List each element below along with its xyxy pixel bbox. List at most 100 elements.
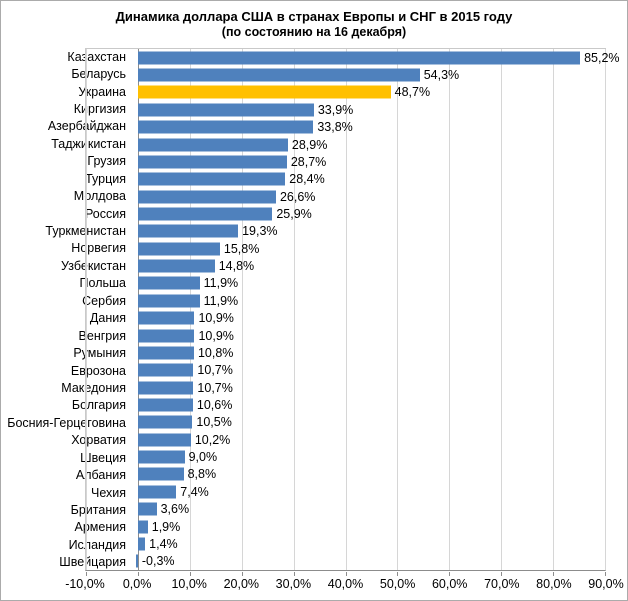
- gridline: [605, 49, 606, 570]
- gridline: [189, 49, 191, 570]
- category-label: Беларусь: [71, 66, 126, 81]
- value-label: 10,8%: [197, 345, 234, 360]
- bar: [137, 467, 184, 481]
- value-label: 10,6%: [196, 397, 233, 412]
- value-label: 48,7%: [394, 85, 431, 100]
- bar: [137, 259, 215, 273]
- bar: [137, 120, 314, 134]
- bar: [137, 346, 194, 360]
- axis-tick-mark: [397, 572, 399, 576]
- value-label: 11,9%: [203, 276, 239, 291]
- bar: [137, 207, 273, 221]
- value-label: -0,3%: [141, 554, 175, 569]
- bar: [137, 398, 193, 412]
- bar: [137, 190, 276, 204]
- bar: [137, 381, 194, 395]
- value-label: 15,8%: [223, 241, 260, 256]
- x-tick-label: -10,0%: [65, 577, 105, 591]
- value-label: 1,9%: [151, 519, 181, 534]
- category-label: Босния-Герцеговина: [7, 415, 126, 430]
- x-tick-label: 70,0%: [484, 577, 520, 591]
- category-label: Чехия: [90, 485, 126, 500]
- bar: [137, 363, 194, 377]
- zero-axis-line: [137, 49, 139, 570]
- value-label: 54,3%: [423, 67, 460, 82]
- gridline: [449, 49, 451, 570]
- value-label: 7,4%: [180, 484, 209, 499]
- value-label: 10,2%: [194, 432, 231, 447]
- value-label: 10,7%: [197, 363, 233, 378]
- x-tick-label: 20,0%: [223, 577, 260, 591]
- value-axis: -10,0% 0,0% 10,0% 20,0% 30,0% 40,0% 50,0% 60,0%…: [65, 577, 624, 594]
- bar: [137, 537, 146, 551]
- bar: [137, 155, 287, 169]
- bar-highlighted: [137, 85, 391, 99]
- bar: [137, 520, 148, 534]
- bar: [137, 329, 195, 343]
- axis-tick-mark: [605, 572, 606, 576]
- value-label: 8,8%: [187, 467, 217, 482]
- x-tick-label: 60,0%: [431, 577, 468, 591]
- category-label: Норвегия: [71, 241, 126, 256]
- bar: [137, 485, 177, 499]
- value-label: 14,8%: [218, 258, 255, 273]
- value-label: 33,9%: [317, 102, 354, 117]
- category-label: Еврозона: [70, 363, 126, 378]
- category-label: Швеция: [80, 450, 126, 465]
- category-label: Венгрия: [78, 328, 126, 343]
- category-label: Сербия: [82, 293, 126, 308]
- category-label: Казахстан: [67, 49, 126, 64]
- value-label: 28,4%: [289, 172, 325, 186]
- value-label: 9,0%: [188, 449, 218, 464]
- value-label: 19,3%: [242, 224, 278, 239]
- axis-tick-mark: [189, 572, 191, 576]
- bar: [137, 138, 288, 152]
- gridline: [293, 49, 295, 570]
- category-label: Албания: [75, 467, 126, 482]
- category-label: Швейцария: [59, 555, 126, 570]
- axis-tick-mark: [449, 572, 451, 576]
- x-tick-label: 80,0%: [536, 577, 572, 591]
- bar: [137, 68, 420, 82]
- x-tick-label: 0,0%: [122, 577, 152, 591]
- axis-tick-mark: [293, 572, 295, 576]
- bar: [137, 242, 220, 256]
- category-label: Дания: [89, 310, 126, 325]
- value-label: 25,9%: [276, 206, 312, 221]
- x-tick-label: 40,0%: [327, 577, 364, 591]
- category-label: Хорватия: [71, 433, 126, 447]
- bar: [137, 172, 286, 186]
- category-label: Таджикистан: [51, 136, 126, 151]
- x-tick-label: 50,0%: [379, 577, 416, 591]
- plot-area: 85,2% 54,3% 48,7% 33,9% 33,8% 28,9% 28,7% 28,4%…: [85, 48, 620, 576]
- category-label: Британия: [70, 502, 126, 517]
- value-label: 10,9%: [198, 328, 234, 343]
- value-label: 28,9%: [291, 137, 328, 152]
- gridline: [553, 49, 555, 570]
- bar: [137, 415, 193, 429]
- axis-tick-mark: [241, 572, 243, 576]
- bar: [137, 276, 200, 290]
- axis-tick-mark: [501, 572, 503, 576]
- bar: [136, 554, 138, 568]
- value-label: 1,4%: [149, 536, 178, 551]
- gridline: [86, 49, 87, 570]
- bar: [137, 502, 157, 516]
- value-label: 28,7%: [290, 154, 327, 169]
- bar: [137, 311, 195, 325]
- category-label: Россия: [85, 206, 126, 221]
- bar: [137, 450, 185, 464]
- category-label: Армения: [74, 520, 127, 535]
- bar: [137, 103, 314, 117]
- value-label: 3,6%: [160, 501, 190, 516]
- bar: [137, 433, 191, 447]
- chart-title: Динамика доллара США в странах Европы и …: [115, 9, 513, 24]
- value-label: 85,2%: [584, 50, 620, 65]
- gridline: [501, 49, 503, 570]
- axis-tick-mark: [345, 572, 347, 576]
- value-label: 33,8%: [317, 119, 353, 134]
- x-tick-label: 30,0%: [275, 577, 312, 591]
- bar: [137, 224, 239, 238]
- category-label: Украина: [78, 84, 126, 99]
